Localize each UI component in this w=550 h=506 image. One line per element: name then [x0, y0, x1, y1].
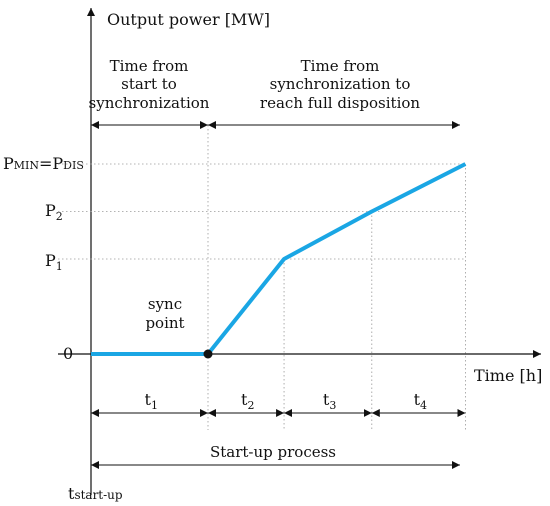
y-tick-label-zero: 0	[63, 344, 73, 363]
phase-label-sync-to-full-3: reach full disposition	[260, 94, 420, 112]
interval-label-1: t1	[145, 390, 158, 412]
interval-label-4: t4	[414, 390, 427, 412]
guide-lines	[58, 125, 466, 430]
y-axis-title: Output power [MW]	[107, 10, 270, 29]
phase-label-start-to-sync-3: synchronization	[89, 94, 210, 112]
interval-arrows: t1 t2 t3 t4	[91, 390, 466, 417]
svg-text:P1: P1	[45, 251, 63, 273]
svg-text:tstart-up: tstart-up	[68, 484, 123, 503]
svg-text:PMIN=PDIS: PMIN=PDIS	[3, 154, 84, 173]
phase-label-start-to-sync-2: start to	[121, 75, 177, 93]
phase-label-sync-to-full-1: Time from	[301, 57, 380, 75]
sync-point-label-1: sync	[148, 295, 182, 313]
svg-text:P2: P2	[45, 201, 63, 223]
series-layer	[90, 162, 467, 359]
sync-point-label-2: point	[145, 314, 184, 332]
x-axis-title: Time [h]	[474, 366, 542, 385]
phase-label-sync-to-full-2: synchronization to	[270, 75, 411, 93]
y-tick-label-p2: P2	[45, 201, 63, 223]
start-up-label: tstart-up	[68, 484, 123, 503]
sync-point-marker	[203, 349, 213, 359]
y-tick-label-p1: P1	[45, 251, 63, 273]
phase-label-start-to-sync-1: Time from	[110, 57, 189, 75]
process-label: Start-up process	[210, 443, 336, 461]
interval-label-3: t3	[323, 390, 336, 412]
interval-label-2: t2	[241, 390, 254, 412]
y-tick-label-pmin: PMIN=PDIS	[3, 154, 84, 173]
